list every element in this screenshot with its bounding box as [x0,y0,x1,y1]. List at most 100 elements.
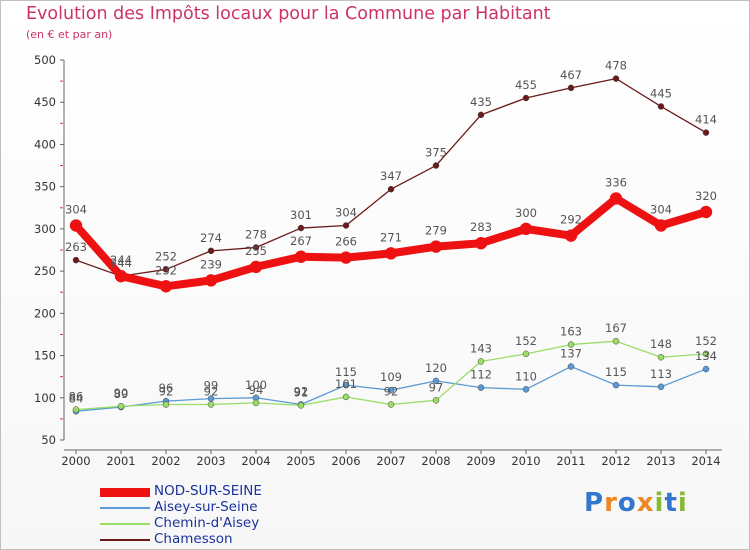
legend-swatch [100,539,150,541]
x-tick-label: 2001 [106,454,135,468]
x-tick-label: 2012 [601,454,630,468]
y-tick-label: 300 [34,222,56,236]
data-point [432,397,440,404]
data-label: 94 [249,383,264,397]
series-lines [69,75,713,415]
data-point [204,274,218,287]
data-label: 300 [515,206,537,220]
y-tick-label: 50 [41,433,56,447]
legend-label: Chamesson [154,531,233,547]
data-point [252,244,260,251]
data-label: 455 [515,78,537,92]
data-point [342,222,350,229]
data-label: 304 [335,206,357,220]
data-point [207,401,215,408]
data-point [432,162,440,169]
data-point [477,358,485,365]
y-tick-label: 350 [34,180,56,194]
data-label: 86 [69,390,84,404]
data-point [72,406,80,413]
data-point [702,365,710,373]
legend-label: Aisey-sur-Seine [154,499,258,515]
data-point [702,129,710,136]
data-label: 279 [425,224,447,238]
data-label: 84 [69,391,84,405]
data-point [159,280,173,293]
data-label: 263 [65,240,87,254]
data-label: 232 [155,263,177,277]
chart-subtitle: (en € et par an) [26,28,113,41]
data-point [654,219,668,232]
data-label: 239 [200,257,222,271]
data-point [657,383,665,391]
data-label: 92 [159,385,174,399]
data-label: 252 [155,249,177,263]
data-label: 435 [470,95,492,109]
data-label: 115 [605,365,627,379]
data-label: 152 [515,334,537,348]
x-tick-label: 2013 [646,454,675,468]
y-tick-label: 200 [34,306,56,320]
data-point [387,386,395,394]
logo-letter: i [654,488,665,518]
data-label: 97 [429,380,444,394]
logo-letter: i [677,488,688,518]
chart-title: Evolution des Impôts locaux pour la Comm… [26,4,551,24]
data-label: 320 [695,189,717,203]
data-point [612,75,620,82]
data-label: 304 [650,203,672,217]
proxiti-logo: Proxiti [584,488,688,518]
data-point [522,350,530,358]
data-point [117,402,125,410]
data-label: 110 [515,369,537,383]
data-label: 99 [204,379,219,393]
logo-letter: x [636,488,655,518]
y-tick-label: 150 [34,349,56,363]
x-tick-label: 2008 [421,454,450,468]
data-point [339,251,353,264]
y-tick-label: 250 [34,264,56,278]
data-label: 91 [294,385,309,399]
data-point [612,381,620,389]
data-point [474,236,488,250]
data-label: 134 [695,349,717,363]
legend-swatch [100,523,150,525]
data-point [114,269,128,283]
data-point [564,229,578,242]
data-label: 137 [560,347,582,361]
data-labels: 263 244 252 274 278 301 304 347 375 435 455 467 478 4… [65,59,717,406]
data-label: 101 [335,377,357,391]
data-point [384,247,398,260]
x-tick-label: 2003 [196,454,225,468]
data-point [387,185,395,193]
data-label: 163 [560,325,582,339]
data-label: 92 [384,385,399,399]
data-label: 283 [470,220,492,234]
data-point [387,401,395,408]
logo-letter: t [664,488,678,518]
legend-label: Chemin-d'Aisey [154,515,260,531]
x-tick-label: 2007 [376,454,405,468]
data-point [297,224,305,232]
data-point [429,240,443,253]
data-point [297,402,305,409]
data-label: 167 [605,321,627,335]
data-label: 109 [380,370,402,384]
data-point [477,384,485,391]
chart-axes: 50 100 150 200 250 300 350 400 450 500 2000 2001 200… [34,53,722,468]
data-label: 292 [560,213,582,227]
data-label: 90 [114,386,129,400]
data-point [162,266,170,273]
data-label: 274 [200,231,222,245]
data-label: 244 [110,256,132,270]
data-label: 301 [290,208,312,222]
legend-swatch [100,488,150,497]
data-label: 347 [380,169,402,183]
data-point [522,386,530,393]
data-point [699,205,713,219]
data-point [657,103,665,110]
data-point [162,401,170,408]
data-label: 148 [650,337,672,351]
data-point [342,381,350,389]
